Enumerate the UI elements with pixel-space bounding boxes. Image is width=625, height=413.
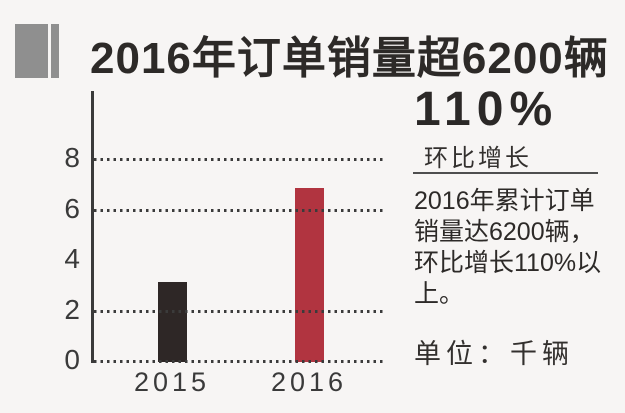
x-label-2015: 2015 <box>133 367 211 397</box>
description-line: 环比增长110%以 <box>414 249 602 277</box>
unit-label: 单位：千辆 <box>414 339 574 369</box>
description-line: 2016年累计订单 <box>414 187 595 215</box>
y-tick-6: 6 <box>64 192 80 224</box>
description-line: 上。 <box>414 280 465 308</box>
y-tick-8: 8 <box>64 142 80 173</box>
y-axis-line <box>91 91 94 363</box>
y-tick-4: 4 <box>64 243 80 274</box>
description-text: 2016年累计订单 销量达6200辆， 环比增长110%以 上。 <box>414 186 624 310</box>
bar-2015 <box>158 282 187 362</box>
y-tick-2: 2 <box>64 293 80 325</box>
gridline-0 <box>94 360 386 363</box>
page-title: 2016年订单销量超6200辆 <box>90 34 609 83</box>
title-marker-icon <box>15 24 48 78</box>
gridline-8 <box>94 158 386 161</box>
y-tick-0: 0 <box>64 344 80 375</box>
growth-percentage: 110% <box>414 83 559 136</box>
gridline-2 <box>94 309 386 313</box>
description-line: 销量达6200辆， <box>414 218 595 246</box>
bar-2016 <box>295 188 324 362</box>
bar-chart: 8 6 4 2 0 2015 2016 <box>64 91 386 397</box>
panel-divider <box>413 172 598 174</box>
growth-percentage-label: 环比增长 <box>424 145 532 172</box>
gridline-6 <box>94 208 386 212</box>
title-marker-bar-icon <box>51 24 59 78</box>
x-label-2016: 2016 <box>270 367 348 397</box>
